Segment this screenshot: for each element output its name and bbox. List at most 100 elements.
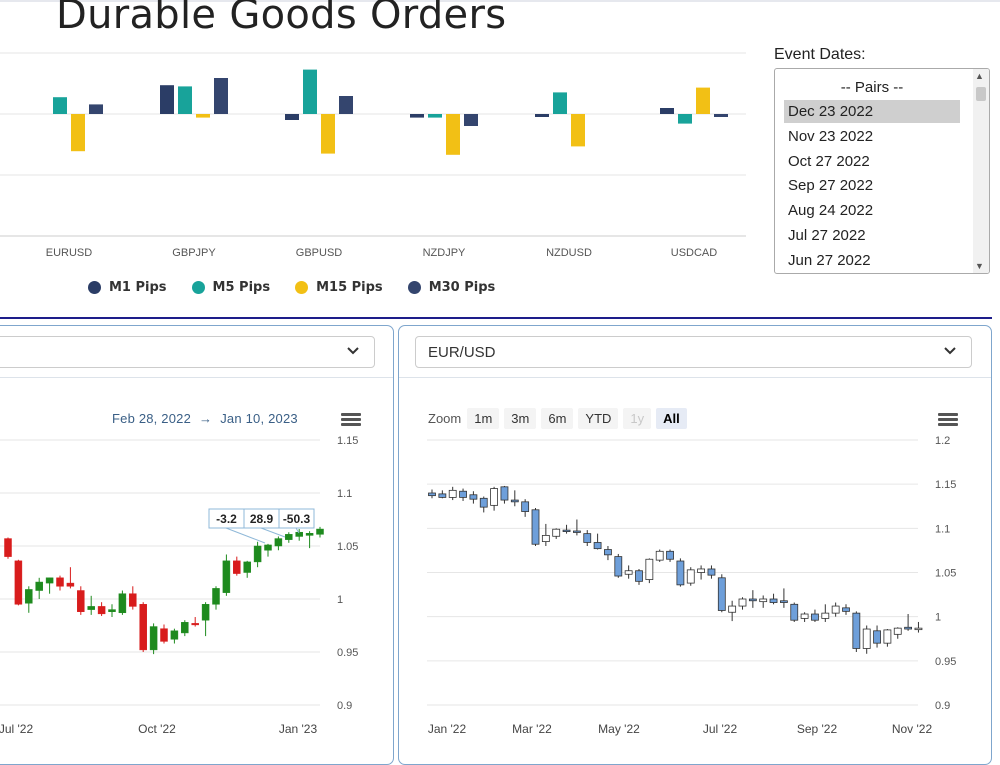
y-tick-label: 1.1 <box>935 523 950 535</box>
chevron-down-icon <box>347 347 359 355</box>
candle-body <box>562 529 571 532</box>
x-tick-label: NZDJPY <box>423 247 466 259</box>
zoom-bar: Zoom 1m 3m 6m YTD 1y All <box>428 408 692 429</box>
bar-nzdjpy-m30 <box>464 114 478 126</box>
scroll-up-icon[interactable]: ▲ <box>975 71 984 81</box>
left-chart-panel <box>0 325 394 765</box>
left-chart-menu-icon[interactable] <box>341 413 361 427</box>
legend-dot-m30 <box>407 281 421 294</box>
candle-body <box>676 560 685 586</box>
y-tick-label: 1.05 <box>337 541 358 553</box>
bar-gbpjpy-m1 <box>160 85 174 114</box>
annotation-connector <box>225 527 266 544</box>
candle-body <box>469 494 478 500</box>
event-option[interactable]: Oct 27 2022 <box>788 153 870 170</box>
zoom-3m-button[interactable]: 3m <box>504 408 537 429</box>
legend-label-m1: M1 Pips <box>109 280 167 295</box>
y-tick-label: 0.95 <box>935 656 956 668</box>
event-option[interactable]: Jun 27 2022 <box>788 252 871 269</box>
top-border <box>0 0 1000 2</box>
page-title: Durable Goods Orders <box>56 0 507 38</box>
x-tick-label: EURUSD <box>46 247 93 259</box>
legend-item-m15[interactable]: M15 Pips <box>295 280 383 295</box>
x-tick-label: Nov '22 <box>892 722 933 736</box>
bar-usdcad-m15 <box>696 87 710 114</box>
bar-gbpusd-m5 <box>303 69 317 114</box>
bar-nzdusd-m1 <box>535 114 549 117</box>
candle-body <box>624 570 633 575</box>
annotation-label: -3.2 <box>216 512 237 526</box>
date-range-display[interactable]: Feb 28, 2022 → Jan 10, 2023 <box>112 411 298 426</box>
x-tick-label: Mar '22 <box>512 722 552 736</box>
left-pair-select[interactable] <box>0 336 375 368</box>
bar-gbpusd-m15 <box>321 114 335 154</box>
date-to[interactable]: Jan 10, 2023 <box>220 411 298 426</box>
candle-body <box>274 538 283 547</box>
right-chart-menu-icon[interactable] <box>938 413 958 427</box>
legend-item-m5[interactable]: M5 Pips <box>191 280 270 295</box>
candle-body <box>448 489 457 498</box>
scroll-down-icon[interactable]: ▼ <box>975 261 984 271</box>
listbox-scrollbar[interactable]: ▲ ▼ <box>973 69 989 273</box>
zoom-1m-button[interactable]: 1m <box>467 408 500 429</box>
candle-body <box>738 598 747 607</box>
legend-item-m30[interactable]: M30 Pips <box>407 280 496 295</box>
y-tick-label: 1.15 <box>935 479 956 491</box>
event-option-selected[interactable]: Dec 23 2022 <box>784 100 960 123</box>
candle-body <box>790 603 799 621</box>
candle-body <box>264 544 272 551</box>
candle-body <box>25 589 33 604</box>
bar-usdcad-m5 <box>678 114 692 124</box>
pips-legend: M1 Pips M5 Pips M15 Pips M30 Pips <box>88 280 495 295</box>
event-option-pairs[interactable]: -- Pairs -- <box>840 79 904 96</box>
event-option[interactable]: Sep 27 2022 <box>788 177 874 194</box>
right-candlestick-chart: 1.2 1.15 1.1 1.05 1 0.95 0.9 Jan '22 Mar '22 May … <box>427 435 956 736</box>
date-from[interactable]: Feb 28, 2022 <box>112 411 192 426</box>
candle-body <box>233 560 241 574</box>
pips-bar-chart: EURUSD GBPJPY GBPUSD NZDJPY NZDUSD USDCAD <box>0 52 746 259</box>
bar-eurusd-m30 <box>89 104 103 114</box>
bar-gbpjpy-m5 <box>178 86 192 114</box>
scrollbar-thumb[interactable] <box>976 87 986 101</box>
left-candlestick-chart: 1.15 1.1 1.05 1 0.95 0.9 Jul '22 Oct '22 Jan '23… <box>0 435 358 736</box>
candle-body <box>811 613 819 621</box>
y-tick-label: 1 <box>935 612 941 624</box>
bar-nzdjpy-m1 <box>410 114 424 118</box>
event-option[interactable]: Jul 27 2022 <box>788 227 866 244</box>
x-tick-label: May '22 <box>598 722 640 736</box>
chevron-down-icon <box>944 347 956 355</box>
bar-usdcad-m1 <box>660 108 674 114</box>
candle-body <box>191 623 199 626</box>
bar-eurusd-m15 <box>71 114 85 152</box>
candle-body <box>800 613 809 619</box>
zoom-6m-button[interactable]: 6m <box>541 408 574 429</box>
event-dates-listbox[interactable]: -- Pairs -- Dec 23 2022 Nov 23 2022 Oct … <box>774 68 990 274</box>
candle-body <box>821 612 830 619</box>
legend-label-m30: M30 Pips <box>428 280 496 295</box>
legend-label-m15: M15 Pips <box>316 280 383 295</box>
right-pair-select[interactable]: EUR/USD <box>415 336 972 368</box>
zoom-all-button[interactable]: All <box>656 408 687 429</box>
candle-body <box>842 607 850 612</box>
zoom-ytd-button[interactable]: YTD <box>578 408 619 429</box>
zoom-1y-button: 1y <box>623 408 652 429</box>
candle-body <box>77 590 85 612</box>
panel-separator <box>399 377 991 378</box>
candle-body <box>56 577 64 587</box>
candle-body <box>717 577 726 611</box>
x-tick-label: Sep '22 <box>797 722 838 736</box>
y-tick-label: 1.15 <box>337 435 358 447</box>
candle-body <box>697 568 706 573</box>
legend-item-m1[interactable]: M1 Pips <box>88 280 167 295</box>
candle-body <box>604 549 612 556</box>
candle-body <box>666 550 674 560</box>
event-option[interactable]: Aug 24 2022 <box>788 202 874 219</box>
candle-body <box>593 542 602 550</box>
candle-body <box>253 545 262 563</box>
candle-body <box>305 533 314 536</box>
event-option[interactable]: Nov 23 2022 <box>788 128 874 145</box>
event-dates-label: Event Dates: <box>774 46 866 63</box>
candle-body <box>4 538 12 557</box>
x-tick-label: Jul '22 <box>0 722 33 736</box>
candle-body <box>118 593 127 614</box>
